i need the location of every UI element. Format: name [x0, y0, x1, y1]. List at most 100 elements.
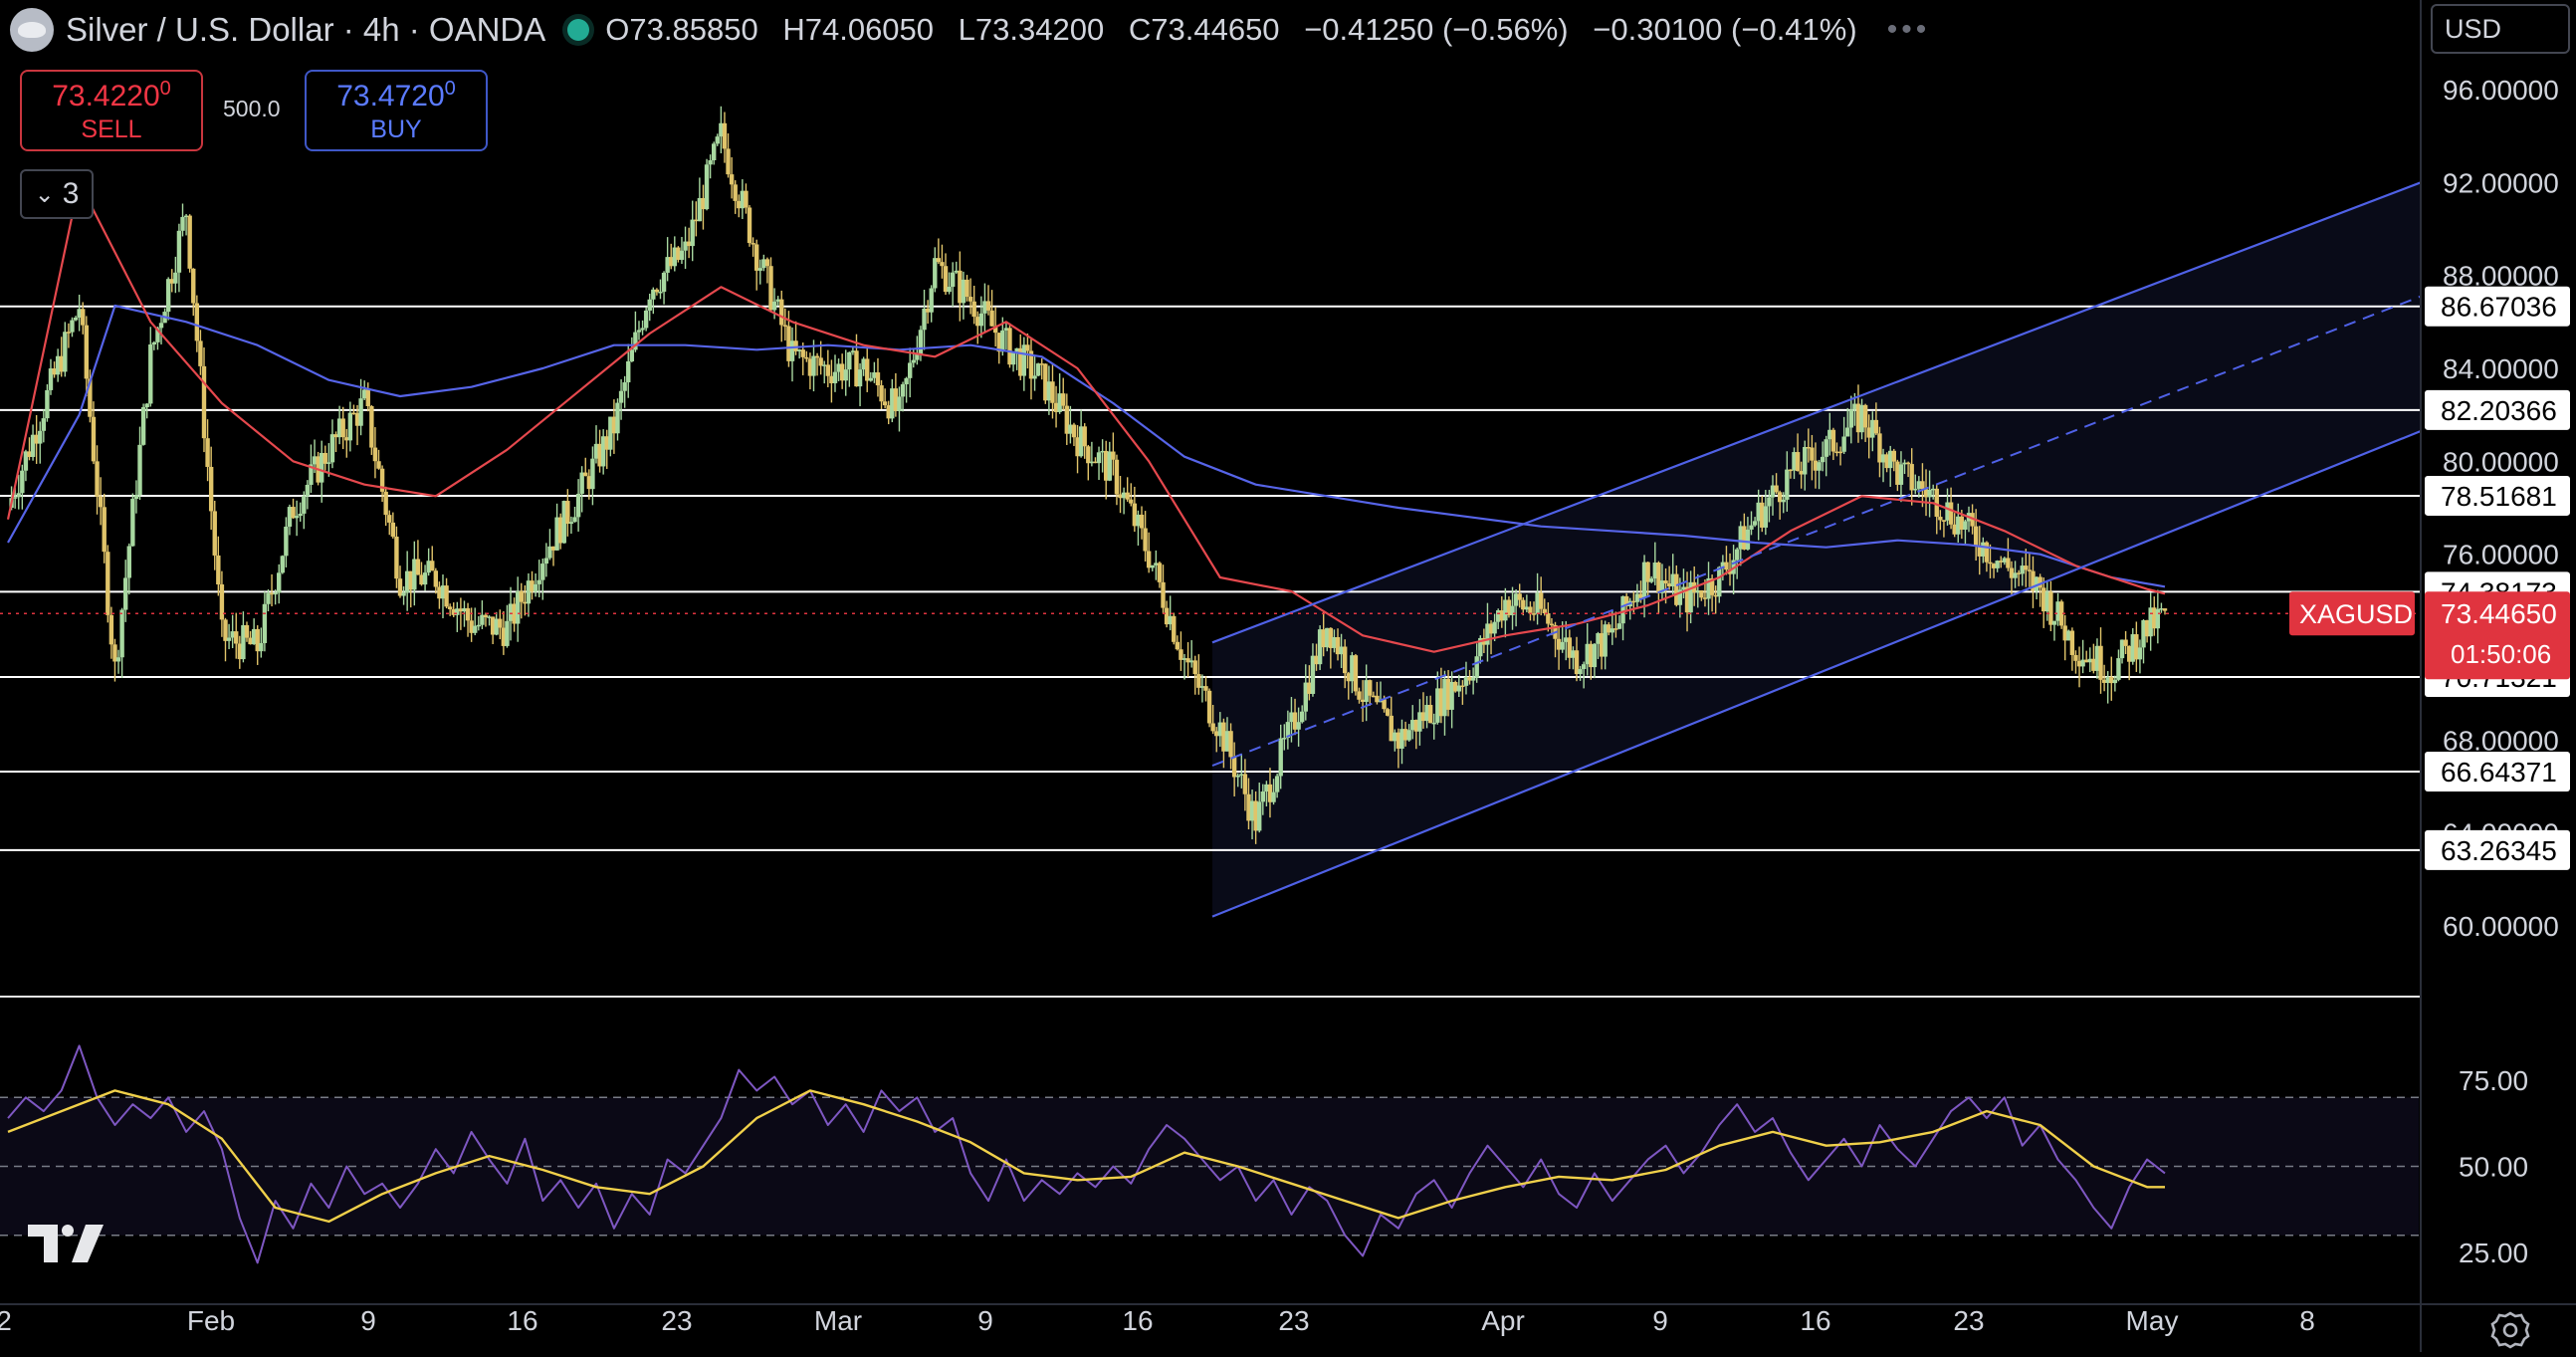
candle-body — [447, 606, 453, 609]
candle-body — [600, 436, 606, 467]
tradingview-logo-icon[interactable] — [28, 1221, 107, 1266]
candle-body — [1488, 623, 1494, 634]
candle-body — [1467, 676, 1472, 681]
buy-button[interactable]: 73.47200 BUY — [305, 70, 488, 151]
date-tick-label: 8 — [2299, 1305, 2315, 1336]
price-tick-label: 76.00000 — [2443, 540, 2559, 570]
candle-body — [201, 365, 207, 439]
candle-body — [1977, 546, 1982, 557]
current-price-box — [2425, 591, 2570, 680]
candle-body — [2141, 619, 2146, 648]
candle-body — [1898, 464, 1904, 485]
buy-price-pip: 0 — [444, 77, 456, 100]
candle-body — [665, 257, 670, 273]
candle-body — [422, 572, 428, 585]
candle-body — [1310, 655, 1316, 694]
market-status-icon[interactable] — [567, 19, 590, 41]
candle-body — [768, 266, 773, 311]
candle-body — [2112, 679, 2118, 684]
settings-gear-icon[interactable] — [2490, 1310, 2530, 1350]
candle-body — [829, 375, 834, 383]
candle-body — [629, 349, 635, 361]
candle-body — [2034, 576, 2039, 591]
candle-body — [1093, 461, 1098, 464]
candle-body — [1535, 592, 1540, 614]
candle-body — [358, 398, 363, 426]
symbol-title[interactable]: Silver / U.S. Dollar · 4h · OANDA — [66, 11, 546, 48]
candle-body — [1246, 793, 1251, 821]
more-options-button[interactable]: ••• — [1886, 13, 1931, 46]
candle-body — [1431, 722, 1436, 725]
candle-body — [183, 215, 189, 218]
candle-body — [554, 517, 559, 551]
candle-body — [401, 592, 406, 596]
candle-body — [868, 377, 873, 381]
candle-body — [661, 272, 667, 292]
candle-body — [1104, 450, 1109, 481]
candle-body — [490, 616, 496, 635]
candle-body — [287, 507, 293, 527]
candle-body — [1453, 681, 1458, 692]
candle-body — [1474, 656, 1479, 678]
rsi-ma-line — [7, 1089, 2165, 1224]
candle-body — [1235, 775, 1240, 778]
candle-body — [1274, 776, 1280, 792]
candle-body — [789, 340, 795, 361]
candle-body — [1410, 720, 1415, 731]
candle-body — [1571, 650, 1576, 658]
date-tick-label: 9 — [977, 1305, 993, 1336]
candle-body — [1855, 403, 1861, 433]
candle-body — [989, 310, 994, 327]
candle-body — [604, 436, 609, 450]
candle-body — [843, 369, 848, 381]
candle-body — [344, 437, 349, 441]
candle-body — [2048, 591, 2053, 625]
candle-body — [886, 405, 891, 419]
candle-body — [523, 601, 528, 604]
candle-body — [1988, 562, 1993, 565]
candle-body — [433, 570, 439, 587]
silver-coin-icon — [10, 8, 54, 52]
candle-body — [59, 355, 64, 372]
candle-body — [1456, 685, 1461, 692]
candle-body — [722, 122, 728, 149]
candle-body — [729, 174, 735, 185]
candle-body — [41, 418, 47, 431]
candle-body — [911, 359, 916, 363]
candle-body — [1827, 429, 1832, 440]
candle-body — [483, 614, 489, 618]
close-value: 73.44650 — [1151, 12, 1280, 47]
low-value: 73.34200 — [974, 12, 1105, 47]
date-tick-label: 16 — [507, 1305, 537, 1336]
candle-body — [633, 332, 638, 350]
candle-body — [1999, 561, 2004, 563]
chart-header: Silver / U.S. Dollar · 4h · OANDA O73.85… — [0, 0, 1930, 60]
sell-button[interactable]: 73.42200 SELL — [20, 70, 203, 151]
candle-body — [2024, 565, 2029, 570]
candle-body — [2119, 639, 2125, 659]
candle-body — [52, 368, 57, 375]
candle-body — [81, 309, 86, 326]
order-quantity[interactable]: 500.0 — [223, 96, 281, 121]
candle-body — [465, 607, 471, 621]
indicators-toggle-button[interactable]: ⌄ 3 — [20, 169, 94, 219]
candle-body — [322, 452, 327, 464]
currency-selector[interactable]: USD — [2431, 4, 2570, 54]
candle-body — [712, 143, 717, 160]
candle-body — [954, 270, 959, 273]
candle-body — [839, 363, 845, 381]
candle-body — [967, 297, 973, 302]
candle-body — [1375, 695, 1380, 703]
candle-body — [836, 363, 841, 372]
candle-body — [1524, 606, 1530, 610]
candle-body — [982, 301, 987, 314]
candle-body — [1810, 447, 1815, 461]
candle-body — [1231, 757, 1237, 778]
candle-body — [1185, 658, 1190, 663]
candle-body — [2126, 645, 2132, 662]
candle-body — [626, 360, 631, 383]
candle-body — [1841, 436, 1846, 452]
candle-body — [379, 468, 385, 492]
